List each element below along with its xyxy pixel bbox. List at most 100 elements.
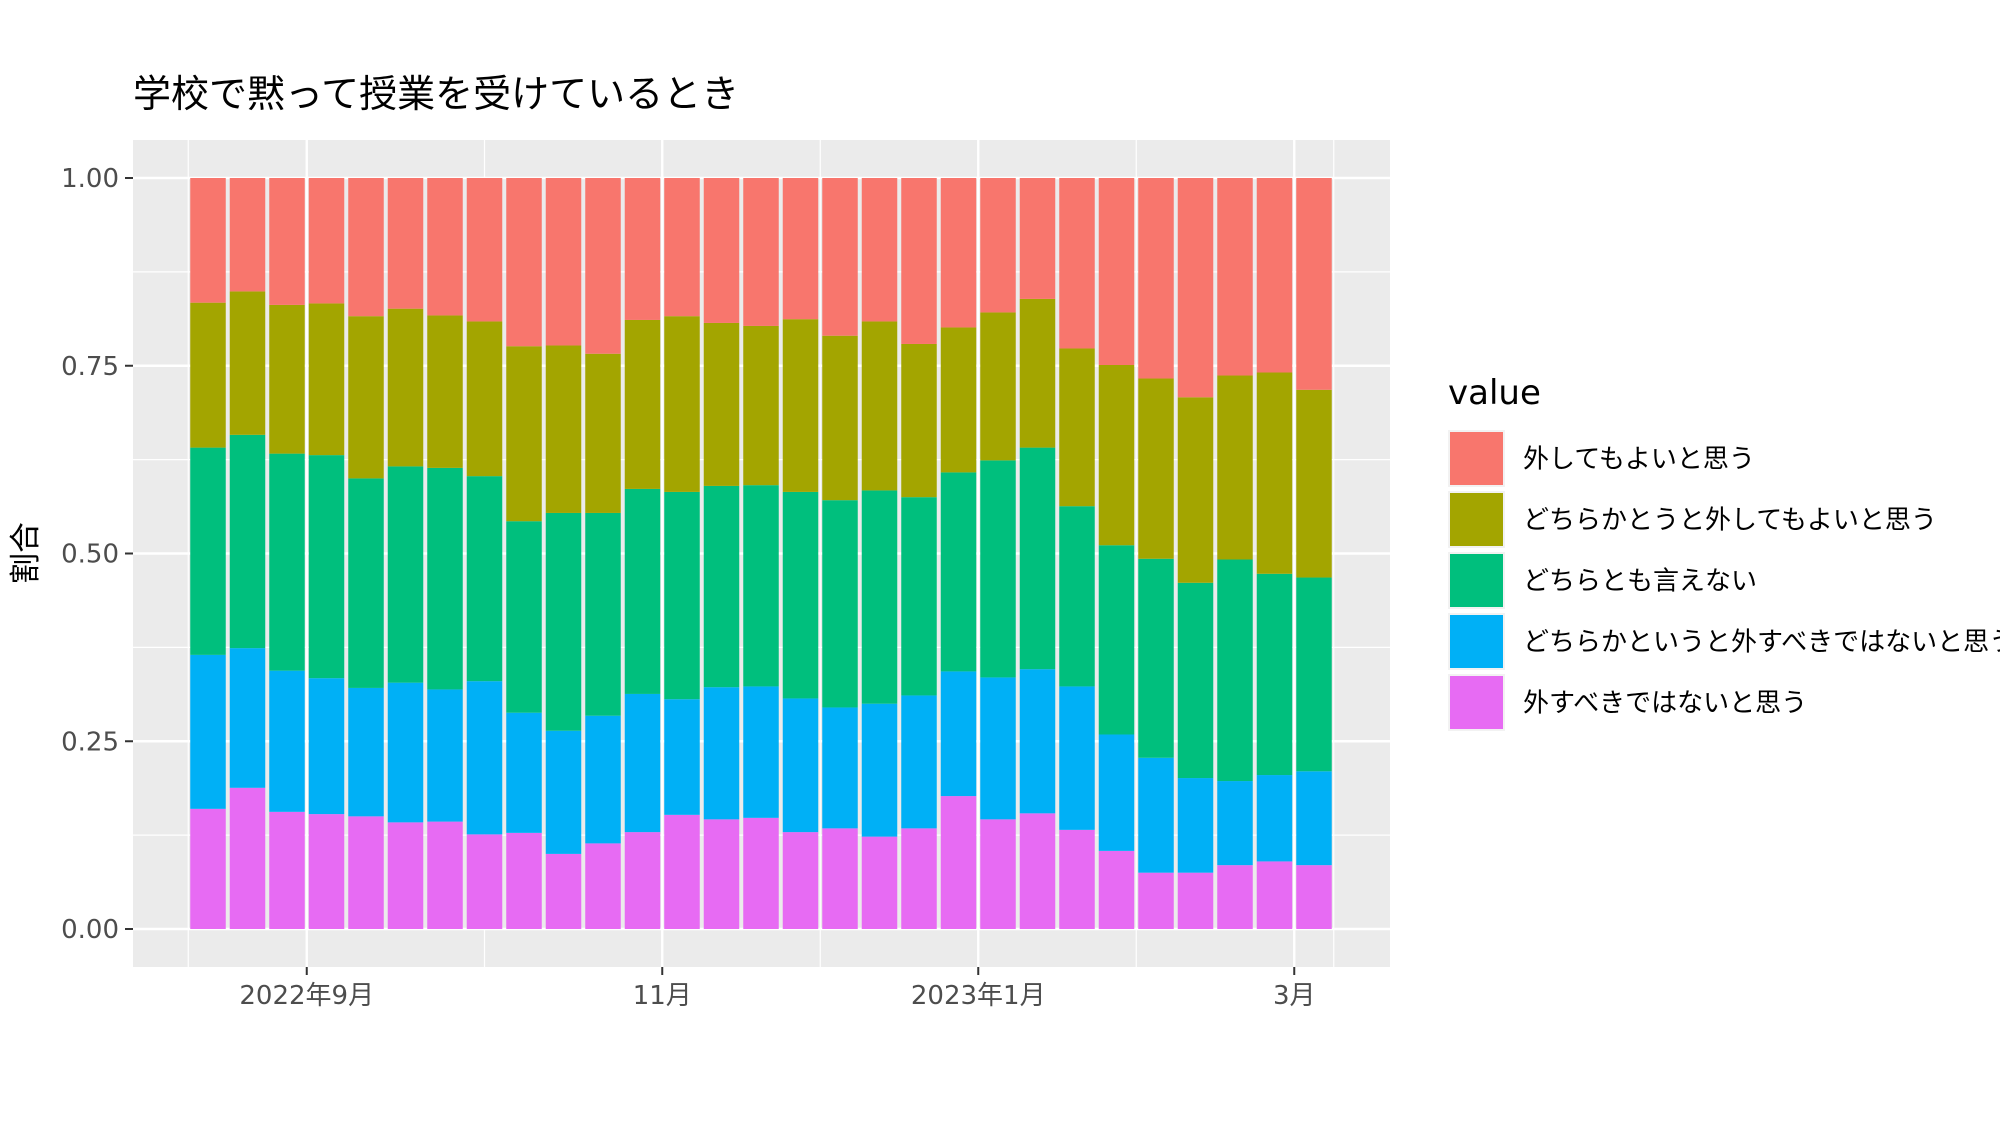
bar-segment [1256,178,1293,373]
bar-segment [585,512,621,716]
bar-segment [348,816,384,929]
x-tick-label: 2022年9月 [239,981,374,1011]
bar-segment [1098,734,1135,851]
bar-segment [861,490,898,704]
legend-label: どちらとも言えない [1523,567,1757,597]
bar-segment [190,654,226,809]
bar-segment [545,512,582,731]
bar-segment [782,178,819,320]
y-axis: 0.00 0.25 0.50 0.75 1.00 [61,164,133,945]
bar-segment [1177,178,1214,398]
bar-segment [545,853,582,929]
legend-title: value [1448,373,1541,413]
bar-segment [506,832,542,929]
bar-segment [269,304,305,454]
bar-segment [1217,559,1253,782]
y-tick-label: 0.25 [61,727,119,757]
bar-segment [190,178,226,303]
legend-label: 外すべきではないと思う [1523,689,1807,719]
bar-segment [1256,372,1293,574]
bar-segment [703,322,740,486]
bar-segment [348,687,384,817]
bar-segment [1296,771,1332,866]
bar-segment [585,843,621,929]
legend-label: どちらかというと外すべきではないと思う [1523,628,2000,658]
bar-segment [229,648,266,788]
bar-segment [782,832,819,929]
bar-segment [545,730,582,854]
bar-segment [624,832,661,929]
bars-group [190,178,1332,929]
y-tick-label: 0.00 [61,915,119,945]
bar-segment [308,814,345,929]
bar-segment [980,460,1016,678]
bar-segment [1296,178,1332,390]
bar-segment [466,476,503,682]
bar-segment [466,681,503,835]
bar-segment [585,178,621,354]
x-axis: 2022年9月 11月 2023年1月 3月 [239,967,1316,1011]
bar-segment [348,316,384,479]
bar-segment [861,703,898,837]
bar-segment [1217,865,1253,929]
legend-label: 外してもよいと思う [1523,445,1755,475]
bar-segment [1138,872,1174,929]
bar-segment [664,699,700,815]
bar-segment [940,327,977,473]
legend: value 外してもよいと思うどちらかとうと外してもよいと思うどちらとも言えない… [1448,373,2000,731]
bar-segment [624,693,661,833]
bar-segment [901,695,937,829]
bar-segment [743,178,779,326]
bar-segment [387,822,424,929]
bar-segment [1138,757,1174,873]
bar-segment [308,678,345,815]
bar-segment [901,828,937,929]
x-tick-label: 3月 [1273,981,1316,1011]
bar-segment [1059,829,1095,929]
bar-segment [387,682,424,823]
bar-segment [466,178,503,322]
y-tick-label: 1.00 [61,164,119,194]
bar-segment [743,686,779,818]
bar-segment [664,491,700,700]
x-tick-label: 11月 [633,981,692,1011]
bar-segment [1019,669,1056,814]
bar-segment [190,808,226,929]
bar-segment [1256,861,1293,929]
bar-segment [1019,298,1056,448]
bar-segment [1138,378,1174,559]
bar-segment [1098,545,1135,735]
bar-segment [1177,397,1214,583]
bar-segment [1098,178,1135,365]
y-tick-label: 0.50 [61,540,119,570]
bar-segment [229,178,266,292]
bar-segment [545,345,582,513]
y-axis-label: 割合 [8,522,44,584]
bar-segment [585,715,621,844]
bar-segment [190,302,226,448]
bar-segment [269,453,305,671]
bar-segment [229,291,266,435]
bar-segment [703,819,740,929]
bar-segment [427,467,463,690]
bar-segment [980,819,1016,929]
bar-segment [940,671,977,797]
legend-swatch [1450,432,1503,485]
bar-segment [822,707,858,829]
bar-segment [466,834,503,929]
bar-segment [861,178,898,322]
bar-segment [901,178,937,344]
bar-segment [1019,447,1056,670]
bar-segment [782,698,819,833]
bar-segment [1138,178,1174,379]
bar-segment [229,434,266,649]
bar-segment [782,491,819,699]
bar-segment [703,178,740,323]
bar-segment [387,178,424,309]
bar-segment [940,472,977,672]
bar-segment [545,178,582,346]
y-tick-label: 0.75 [61,352,119,382]
bar-segment [940,796,977,929]
bar-segment [427,689,463,822]
